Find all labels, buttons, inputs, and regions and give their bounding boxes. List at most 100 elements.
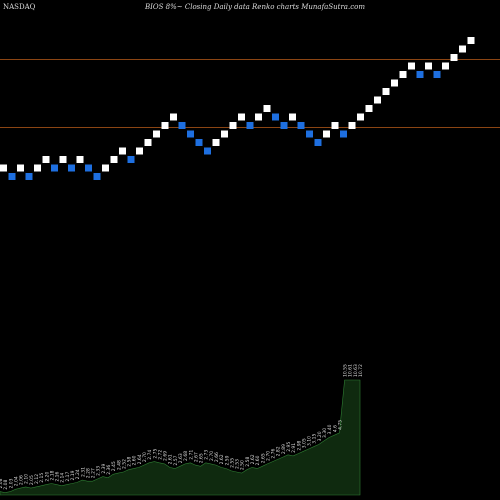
renko-brick-13 (110, 156, 118, 163)
renko-brick-8 (68, 164, 75, 172)
volume-label-40: 2.73 (204, 450, 210, 460)
volume-label-56: 2.95 (286, 442, 292, 452)
renko-brick-43 (365, 105, 373, 112)
volume-label-14: 2.19 (70, 470, 76, 480)
volume-label-46: 2.53 (235, 459, 241, 469)
volume-label-10: 2.18 (49, 470, 55, 480)
volume-label-9: 2.20 (44, 471, 50, 481)
volume-label-31: 2.72 (157, 450, 163, 460)
volume-label-41: 2.70 (209, 451, 215, 461)
volume-label-28: 2.70 (142, 452, 148, 462)
volume-label-39: 2.65 (199, 453, 205, 463)
volume-label-34: 2.57 (173, 455, 179, 465)
volume-label-44: 2.59 (224, 455, 230, 465)
volume-label-17: 2.28 (85, 468, 91, 478)
renko-brick-22 (187, 130, 194, 138)
renko-brick-35 (297, 122, 305, 129)
volume-label-21: 2.36 (106, 465, 112, 475)
renko-brick-34 (289, 113, 296, 121)
volume-label-54: 2.82 (276, 446, 282, 456)
volume-panel (0, 379, 361, 496)
volume-label-53: 2.76 (271, 448, 277, 458)
renko-brick-25 (212, 139, 220, 146)
renko-brick-17 (144, 139, 152, 146)
volume-label-26: 2.60 (132, 455, 138, 465)
volume-label-38: 2.67 (193, 452, 199, 462)
renko-brick-4 (34, 164, 41, 172)
renko-brick-39 (331, 122, 339, 129)
renko-brick-45 (382, 88, 390, 95)
volume-label-16: 2.31 (80, 467, 86, 477)
renko-brick-44 (374, 96, 381, 104)
volume-label-68: 10.61 (348, 364, 354, 377)
volume-area (0, 379, 361, 496)
renko-brick-14 (119, 147, 126, 155)
volume-label-42: 2.66 (214, 452, 220, 462)
chart-subtitle: BIOS 8%~ Closing Daily data Renko charts… (145, 3, 365, 11)
renko-brick-5 (42, 156, 50, 163)
renko-brick-46 (391, 79, 398, 87)
renko-brick-33 (280, 122, 288, 129)
renko-brick-37 (314, 139, 322, 146)
exchange-label: NASDAQ (3, 3, 36, 11)
renko-brick-20 (170, 113, 177, 121)
volume-label-37: 2.71 (188, 450, 194, 460)
volume-labels: 2.08 2.08 2.03 2.04 2.06 2.10 2.05 2.12 2.15 2.20… (0, 364, 364, 490)
volume-label-50: 2.60 (255, 455, 261, 465)
volume-label-4: 2.06 (19, 475, 25, 485)
volume-label-66: 4.75 (337, 420, 343, 430)
renko-brick-12 (102, 164, 109, 172)
volume-label-5: 2.10 (24, 474, 30, 484)
volume-label-47: 2.50 (240, 460, 246, 470)
volume-label-32: 2.69 (163, 451, 169, 461)
renko-brick-23 (195, 139, 203, 146)
volume-label-2: 2.03 (8, 478, 14, 488)
volume-label-0: 2.08 (0, 478, 4, 488)
volume-label-13: 2.17 (65, 471, 71, 481)
volume-label-19: 2.33 (96, 466, 102, 476)
volume-label-69: 10.63 (353, 364, 359, 377)
renko-brick-36 (306, 130, 313, 138)
renko-brick-50 (425, 62, 432, 70)
volume-label-65: 4.6 (332, 425, 338, 432)
renko-brick-52 (442, 62, 449, 70)
volume-label-35: 2.63 (178, 453, 184, 463)
volume-label-55: 2.89 (281, 444, 287, 454)
renko-brick-48 (408, 62, 415, 70)
volume-label-64: 3.40 (327, 424, 333, 434)
volume-label-49: 2.62 (250, 454, 256, 464)
renko-brick-27 (229, 122, 237, 129)
volume-label-3: 2.04 (13, 476, 19, 486)
volume-label-67: 10.55 (343, 364, 349, 377)
volume-label-33: 2.61 (168, 454, 174, 464)
volume-label-30: 2.75 (152, 448, 158, 458)
renko-brick-55 (467, 37, 475, 44)
volume-label-36: 2.68 (183, 451, 189, 461)
renko-brick-9 (76, 156, 84, 163)
renko-brick-18 (153, 130, 160, 138)
renko-brick-32 (272, 113, 279, 121)
renko-brick-21 (178, 122, 186, 129)
volume-label-48: 2.58 (245, 457, 251, 467)
renko-brick-40 (340, 130, 347, 138)
volume-label-61: 3.15 (312, 434, 318, 444)
volume-label-63: 3.30 (322, 428, 328, 438)
renko-brick-0 (0, 164, 7, 172)
volume-label-6: 2.05 (29, 475, 35, 485)
renko-bricks (0, 37, 475, 180)
renko-brick-6 (51, 164, 58, 172)
volume-label-60: 3.10 (307, 436, 313, 446)
volume-label-12: 2.14 (60, 473, 66, 483)
volume-label-23: 2.48 (116, 460, 122, 470)
renko-brick-24 (204, 147, 211, 155)
renko-brick-51 (433, 71, 441, 78)
reference-lines (0, 59, 500, 128)
renko-brick-2 (17, 164, 24, 172)
renko-brick-28 (238, 113, 245, 121)
volume-label-70: 10.72 (358, 364, 364, 377)
volume-label-11: 2.16 (55, 471, 61, 481)
renko-brick-54 (459, 45, 466, 53)
volume-label-59: 3.05 (301, 438, 307, 448)
volume-label-62: 3.20 (317, 431, 323, 441)
renko-brick-49 (416, 71, 424, 78)
